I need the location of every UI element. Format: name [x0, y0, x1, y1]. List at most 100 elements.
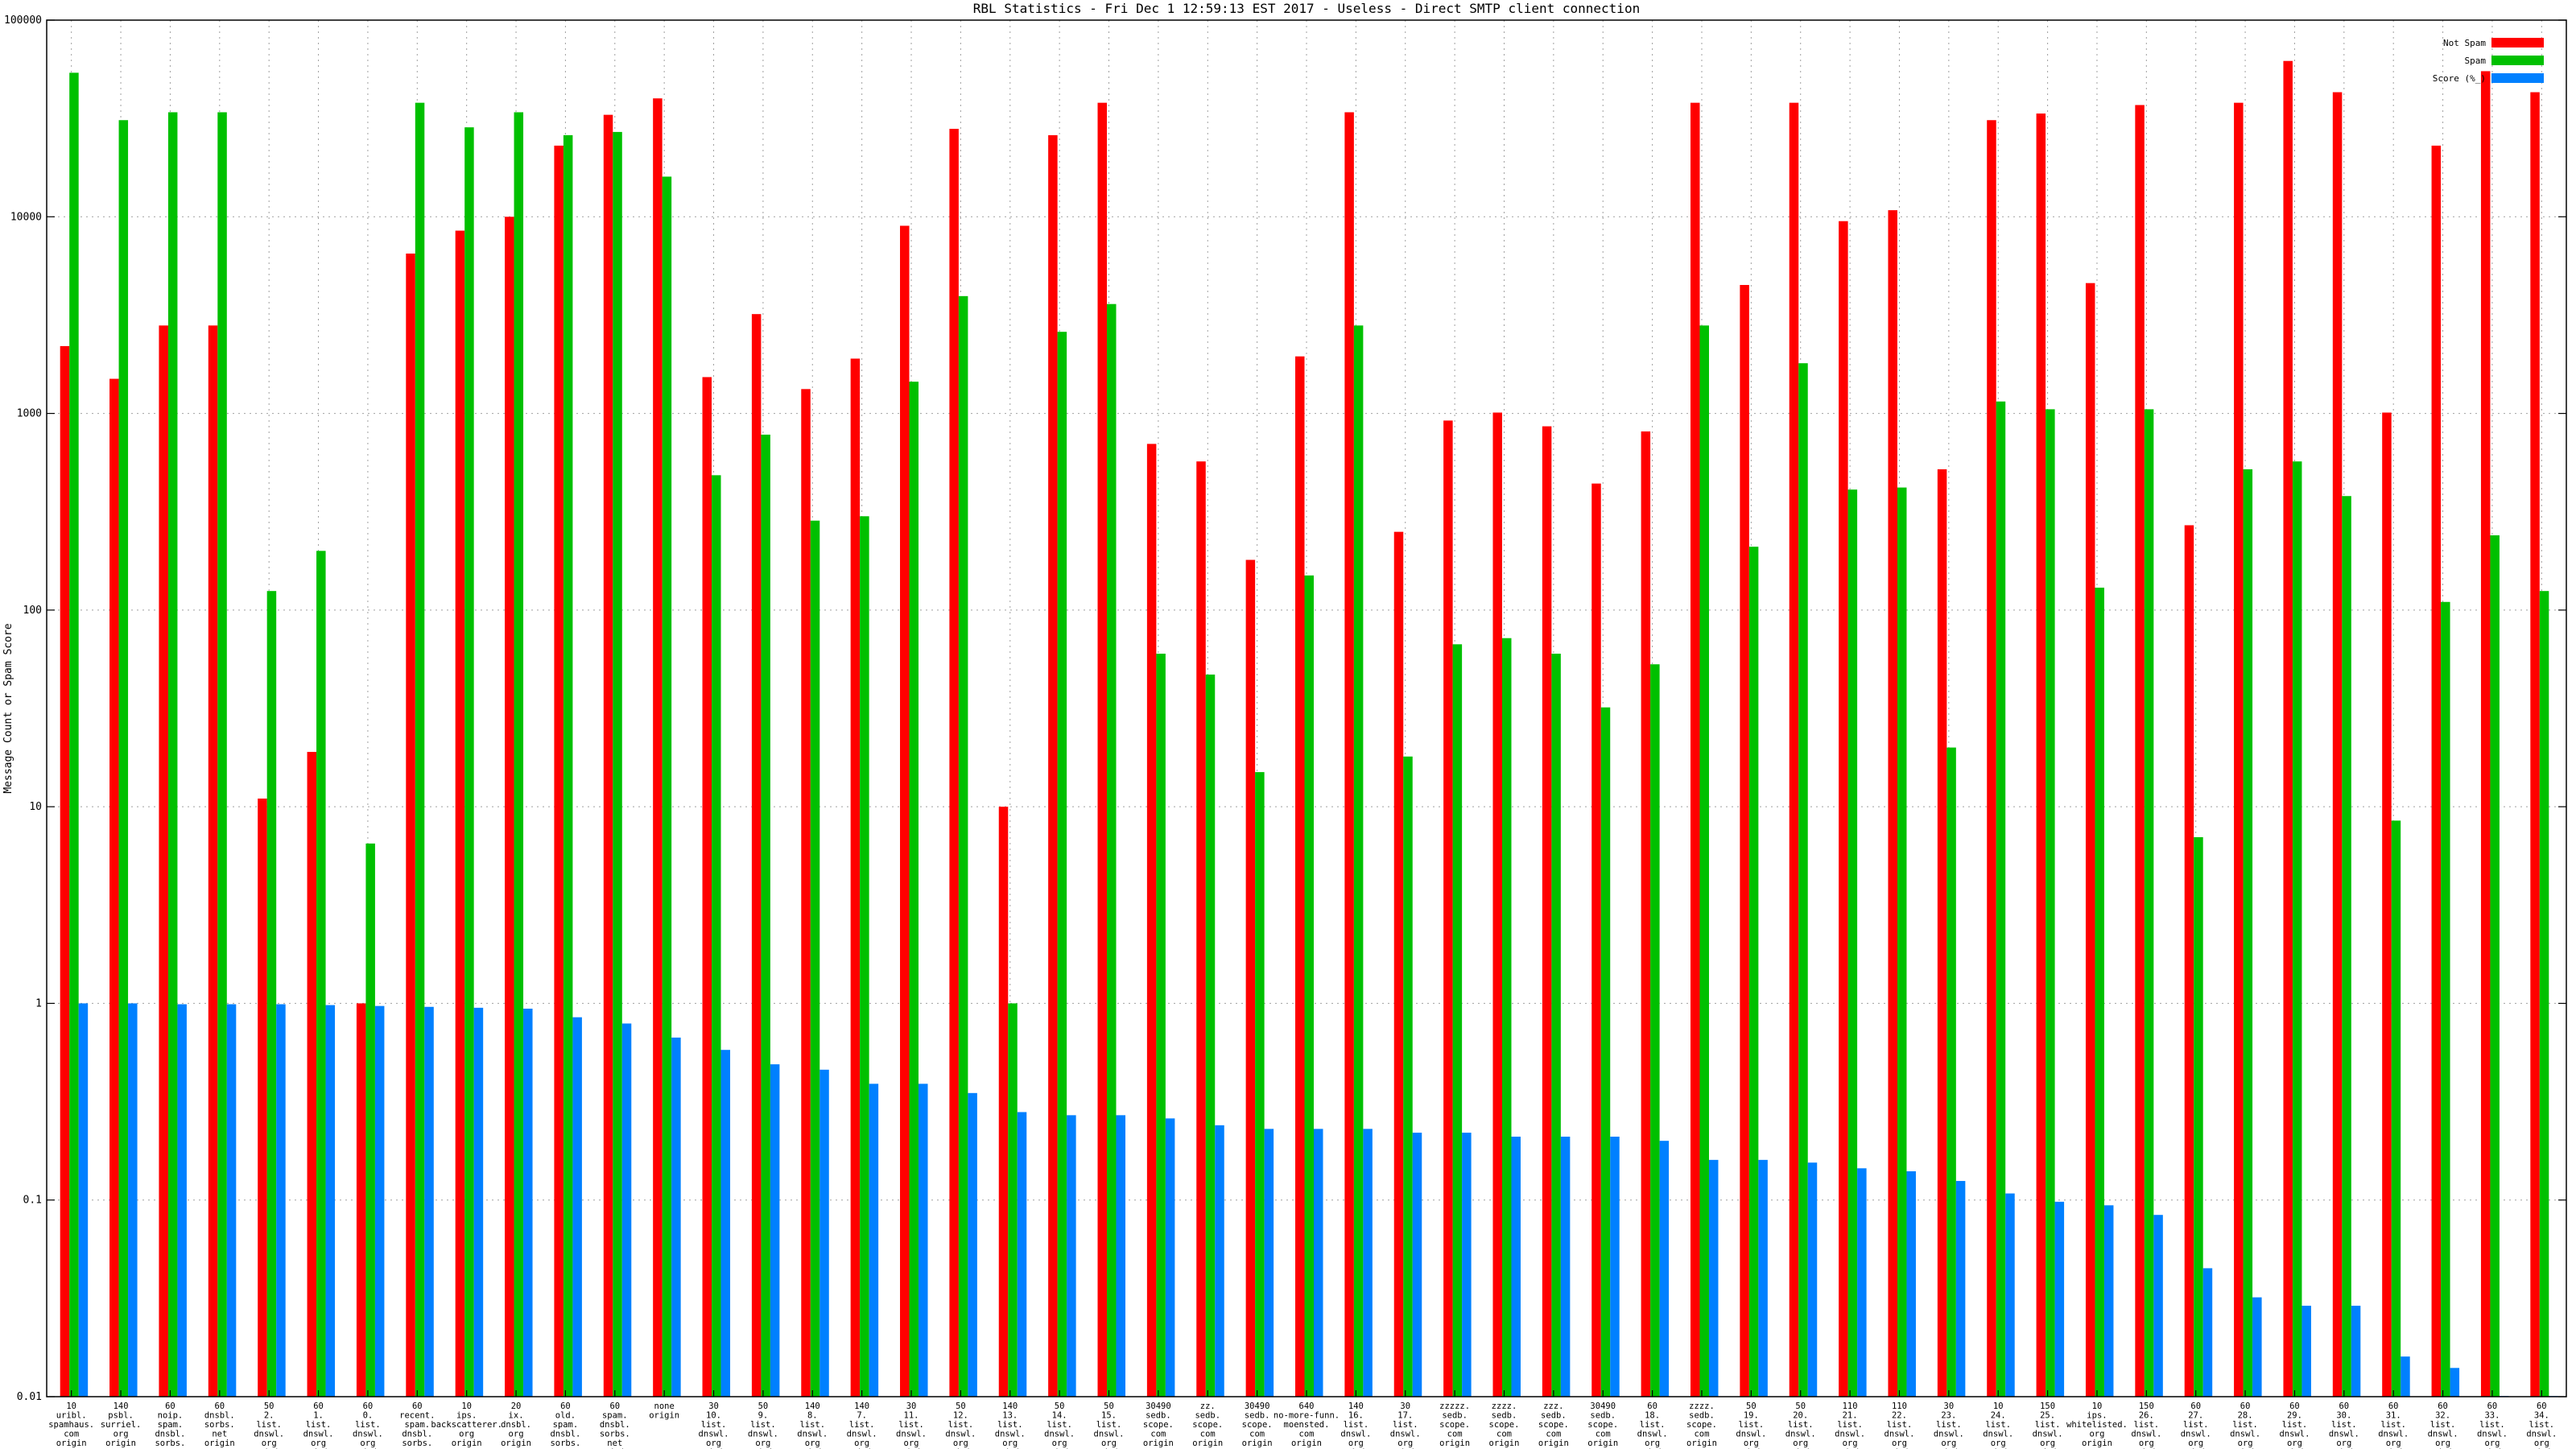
x-category-label-line: 15. — [1101, 1411, 1117, 1421]
bar-spam — [1107, 303, 1117, 1397]
x-category-label-line: dnsbl. — [204, 1411, 235, 1421]
x-category-label-line: org — [1892, 1439, 1907, 1448]
x-category-label-line: origin — [1587, 1439, 1618, 1448]
x-category-label-line: dnswl. — [1835, 1430, 1865, 1439]
x-category-label-line: origin — [254, 1448, 284, 1449]
x-category-label-line: origin — [1192, 1439, 1223, 1448]
x-category-label-line: zzzz. — [1492, 1402, 1517, 1411]
x-category-label-line: whitelisted. — [2066, 1420, 2128, 1430]
bar-not-spam — [801, 389, 811, 1397]
x-category-label-line: 30490 — [1245, 1402, 1270, 1411]
chart-legend: Not Spam Spam Score (%_) — [2433, 38, 2544, 84]
x-category-label-line: list. — [355, 1420, 381, 1430]
bar-not-spam — [2135, 105, 2145, 1397]
bar-score — [523, 1008, 533, 1397]
x-category-label-line: dnsbl. — [155, 1430, 185, 1439]
x-category-label-line: 60 — [1647, 1402, 1657, 1411]
x-category-label-line: 60 — [2487, 1402, 2498, 1411]
bar-not-spam — [159, 325, 168, 1397]
bar-score — [1708, 1159, 1719, 1397]
bar-not-spam — [1146, 444, 1157, 1397]
bar-spam — [1057, 332, 1067, 1397]
x-category-label-line: list. — [799, 1420, 825, 1430]
x-category-label-line: dnswl. — [1934, 1430, 1964, 1439]
x-category-label-line: 50 — [264, 1402, 275, 1411]
bar-spam — [464, 127, 474, 1397]
x-category-label-line: net — [163, 1448, 178, 1449]
x-category-label-line: dnsbl. — [600, 1420, 630, 1430]
bar-score — [2252, 1297, 2262, 1397]
bar-score — [1116, 1115, 1126, 1397]
x-category-label-line: sedb. — [1541, 1411, 1567, 1421]
legend-label: Score (%_) — [2433, 73, 2486, 84]
x-category-label-line: 60 — [560, 1402, 571, 1411]
bar-score — [1067, 1115, 1076, 1397]
bar-score — [720, 1050, 731, 1397]
x-category-label-line: org — [953, 1439, 968, 1448]
x-category-label-line: org — [2336, 1439, 2351, 1448]
bar-spam — [167, 112, 178, 1397]
x-category-label-line: net — [410, 1448, 425, 1449]
bar-not-spam — [1888, 210, 1897, 1397]
x-category-label-line: list. — [849, 1420, 875, 1430]
x-category-label-line: com — [64, 1430, 79, 1439]
x-category-label-line: 10 — [2092, 1402, 2103, 1411]
x-category-label-line: org — [2386, 1439, 2401, 1448]
x-category-label-line: recent. — [399, 1411, 435, 1421]
bar-spam — [1156, 654, 1166, 1397]
x-category-label-line: 14. — [1052, 1411, 1067, 1421]
bar-not-spam — [1443, 420, 1453, 1397]
x-category-label-line: 110 — [1843, 1402, 1858, 1411]
x-category-label-line: 10 — [461, 1402, 472, 1411]
x-category-label-line: 22. — [1892, 1411, 1907, 1421]
x-category-label-line: org — [1002, 1439, 1018, 1448]
x-category-label-line: list. — [2430, 1420, 2456, 1430]
bar-spam — [2441, 601, 2450, 1397]
x-category-label-line: 30 — [906, 1402, 917, 1411]
x-category-label-line: dnswl. — [2033, 1430, 2063, 1439]
bar-spam — [1304, 575, 1314, 1397]
x-category-label-line: 60 — [412, 1402, 423, 1411]
x-category-label-line: org — [114, 1430, 129, 1439]
x-category-label-line: dnswl. — [896, 1430, 927, 1439]
x-category-label-line: 60 — [2388, 1402, 2399, 1411]
bar-not-spam — [998, 807, 1009, 1397]
x-category-label-line: 30 — [708, 1402, 719, 1411]
bar-spam — [365, 843, 375, 1397]
bar-not-spam — [2085, 283, 2095, 1397]
x-category-label-line: origin — [1094, 1448, 1125, 1449]
x-category-label-line: org — [459, 1430, 474, 1439]
x-category-label-line: 31. — [2386, 1411, 2401, 1421]
x-category-label-line: 50 — [1795, 1402, 1806, 1411]
bar-spam — [1452, 644, 1463, 1397]
bar-not-spam — [2332, 92, 2343, 1397]
x-category-label-line: org — [1397, 1439, 1413, 1448]
x-category-label-line: no-more-funn. — [1274, 1411, 1340, 1421]
x-category-label-line: list. — [1739, 1420, 1765, 1430]
x-category-label-line: dnswl. — [1390, 1430, 1421, 1439]
y-tick-label: 100000 — [4, 14, 42, 27]
x-category-label-line: dnswl. — [1736, 1430, 1766, 1439]
x-category-label-line: sedb. — [1245, 1411, 1270, 1421]
bar-not-spam — [406, 253, 415, 1397]
x-category-label-line: 60 — [609, 1402, 620, 1411]
x-category-label-line: spamhaus. — [48, 1420, 94, 1430]
bar-not-spam — [1542, 426, 1552, 1397]
x-category-label-line: 140 — [805, 1402, 820, 1411]
bar-not-spam — [1393, 531, 1404, 1397]
x-category-label-line: ips. — [2087, 1411, 2107, 1421]
bar-score — [177, 1004, 187, 1397]
x-category-label-line: 24. — [1991, 1411, 2006, 1421]
x-category-label-line: origin — [1242, 1439, 1273, 1448]
x-category-label-line: none — [654, 1402, 675, 1411]
x-category-label-line: scope. — [1242, 1420, 1273, 1430]
bar-score — [1807, 1162, 1818, 1397]
x-category-label-line: list. — [2331, 1420, 2357, 1430]
bar-score — [276, 1004, 286, 1397]
bar-score — [770, 1064, 780, 1397]
y-axis-ticks: 0.01 0.1 1 10 100 1000 10000 100000 — [4, 14, 2566, 1403]
bar-spam — [1600, 707, 1611, 1397]
x-category-label-line: origin — [2230, 1448, 2260, 1449]
bar-spam — [810, 520, 820, 1397]
bar-score — [1165, 1118, 1175, 1397]
